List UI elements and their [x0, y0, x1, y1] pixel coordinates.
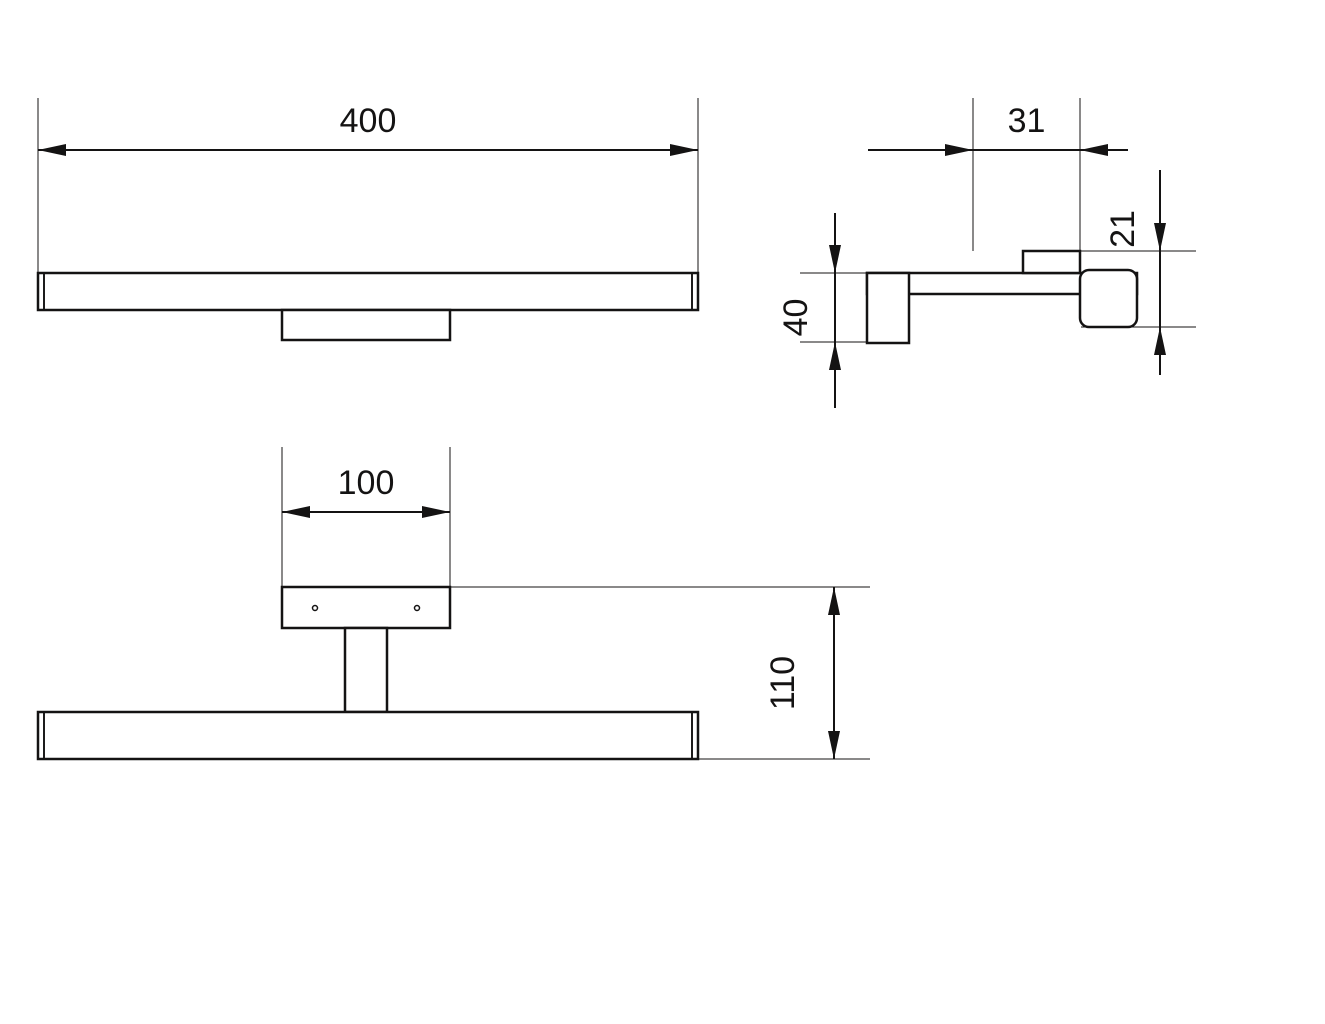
svg-text:100: 100: [338, 464, 395, 502]
front-view: 400: [38, 98, 698, 340]
side-view: 31 21 40: [777, 98, 1196, 408]
svg-text:40: 40: [777, 299, 815, 337]
svg-text:21: 21: [1104, 210, 1142, 248]
svg-text:400: 400: [340, 102, 397, 140]
svg-text:31: 31: [1008, 102, 1046, 140]
svg-text:110: 110: [764, 656, 802, 710]
top-view: 100 110: [38, 447, 870, 759]
technical-drawing: 400 31 21 40 100 110: [0, 0, 1325, 1024]
